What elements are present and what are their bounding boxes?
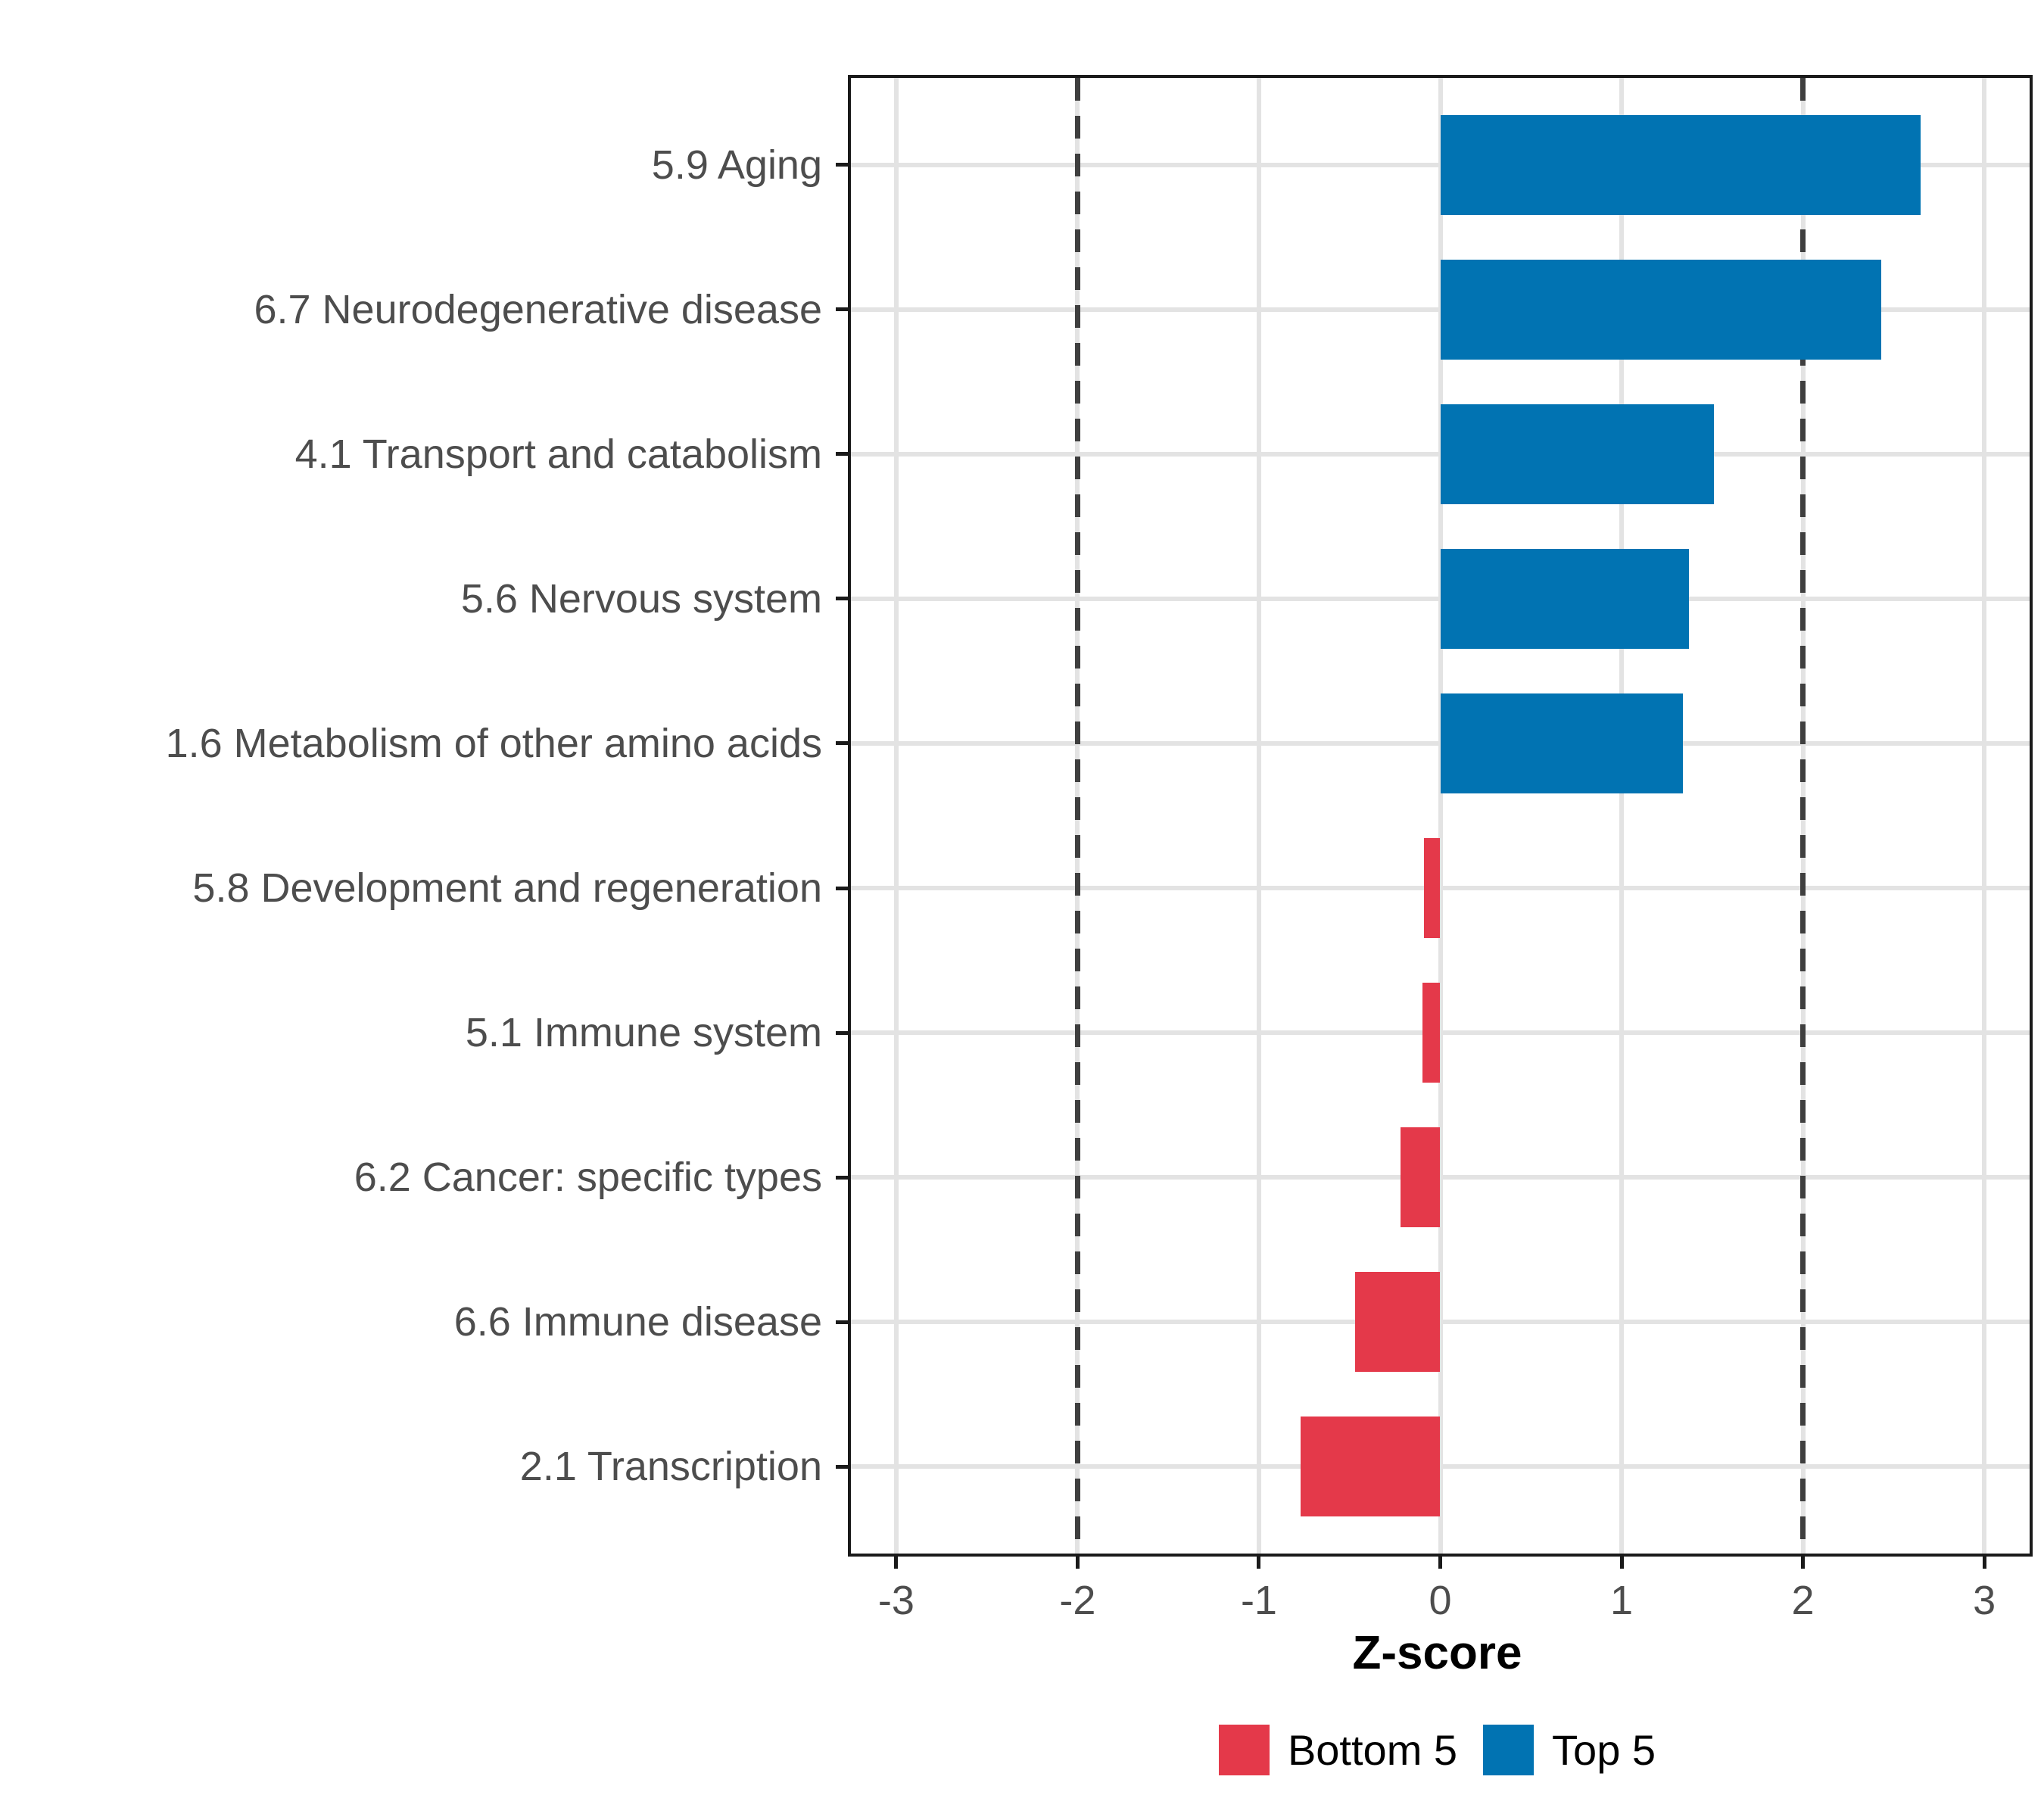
x-axis-tick: [1982, 1557, 1986, 1569]
y-category-label: 1.6 Metabolism of other amino acids: [165, 720, 822, 766]
bar: [1440, 548, 1689, 649]
x-tick-label: 1: [1610, 1578, 1634, 1623]
x-tick-label: 2: [1791, 1578, 1815, 1623]
y-category-label: 5.8 Development and regeneration: [192, 865, 822, 912]
y-axis-tick: [836, 1320, 848, 1324]
y-axis-tick: [836, 163, 848, 167]
x-axis-tick: [1619, 1557, 1624, 1569]
legend-swatch: [1483, 1725, 1535, 1775]
plot-panel: [848, 75, 2033, 1557]
y-axis-tick: [836, 741, 848, 746]
reference-line: [1800, 78, 1806, 1554]
x-axis-tick: [1801, 1557, 1806, 1569]
y-category-label: 5.9 Aging: [651, 142, 822, 188]
y-axis-tick: [836, 452, 848, 457]
y-category-label: 5.6 Nervous system: [460, 575, 822, 622]
x-gridline: [893, 78, 899, 1554]
x-tick-label: -2: [1059, 1578, 1096, 1623]
bar: [1422, 983, 1441, 1083]
y-gridline: [851, 1320, 2030, 1325]
y-axis-tick: [836, 1464, 848, 1469]
x-gridline: [1619, 78, 1625, 1554]
x-tick-label: 3: [1973, 1578, 1996, 1623]
y-gridline: [851, 1175, 2030, 1180]
x-tick-label: -3: [877, 1578, 915, 1623]
y-axis-tick: [836, 1175, 848, 1180]
legend-item: Top 5: [1483, 1725, 1656, 1775]
y-category-label: 6.6 Immune disease: [453, 1299, 822, 1345]
y-axis-tick: [836, 597, 848, 601]
x-gridline: [1438, 78, 1443, 1554]
y-axis-tick: [836, 307, 848, 312]
x-axis-tick: [1438, 1557, 1442, 1569]
bar: [1440, 114, 1921, 215]
x-axis-title: Z-score: [1352, 1627, 1522, 1679]
legend-label: Top 5: [1552, 1726, 1656, 1774]
y-category-label: 2.1 Transcription: [519, 1444, 822, 1490]
x-tick-label: -1: [1240, 1578, 1277, 1623]
x-gridline: [1256, 78, 1261, 1554]
bar: [1400, 1127, 1441, 1228]
x-axis-tick: [1257, 1557, 1261, 1569]
bar: [1440, 693, 1684, 793]
x-tick-label: 0: [1429, 1578, 1452, 1623]
x-gridline: [1982, 78, 1987, 1554]
legend-swatch: [1218, 1725, 1270, 1775]
legend: Bottom 5 Top 5: [848, 1725, 2027, 1775]
y-axis-tick: [836, 886, 848, 890]
bar: [1440, 259, 1881, 360]
y-gridline: [851, 1464, 2030, 1469]
legend-item: Bottom 5: [1218, 1725, 1458, 1775]
legend-label: Bottom 5: [1287, 1726, 1458, 1774]
y-category-label: 5.1 Immune system: [465, 1010, 822, 1056]
bar: [1423, 838, 1441, 939]
x-axis-tick: [894, 1557, 899, 1569]
y-category-label: 6.7 Neurodegenerative disease: [254, 286, 822, 332]
bar: [1440, 404, 1715, 504]
y-gridline: [851, 886, 2030, 891]
bar: [1354, 1272, 1441, 1373]
x-axis-tick: [1075, 1557, 1080, 1569]
bar: [1301, 1417, 1441, 1517]
y-category-label: 6.2 Cancer: specific types: [354, 1155, 822, 1201]
y-axis-tick: [836, 1030, 848, 1035]
y-category-label: 4.1 Transport and catabolism: [294, 431, 822, 477]
reference-line: [1074, 78, 1080, 1554]
y-gridline: [851, 1030, 2030, 1036]
